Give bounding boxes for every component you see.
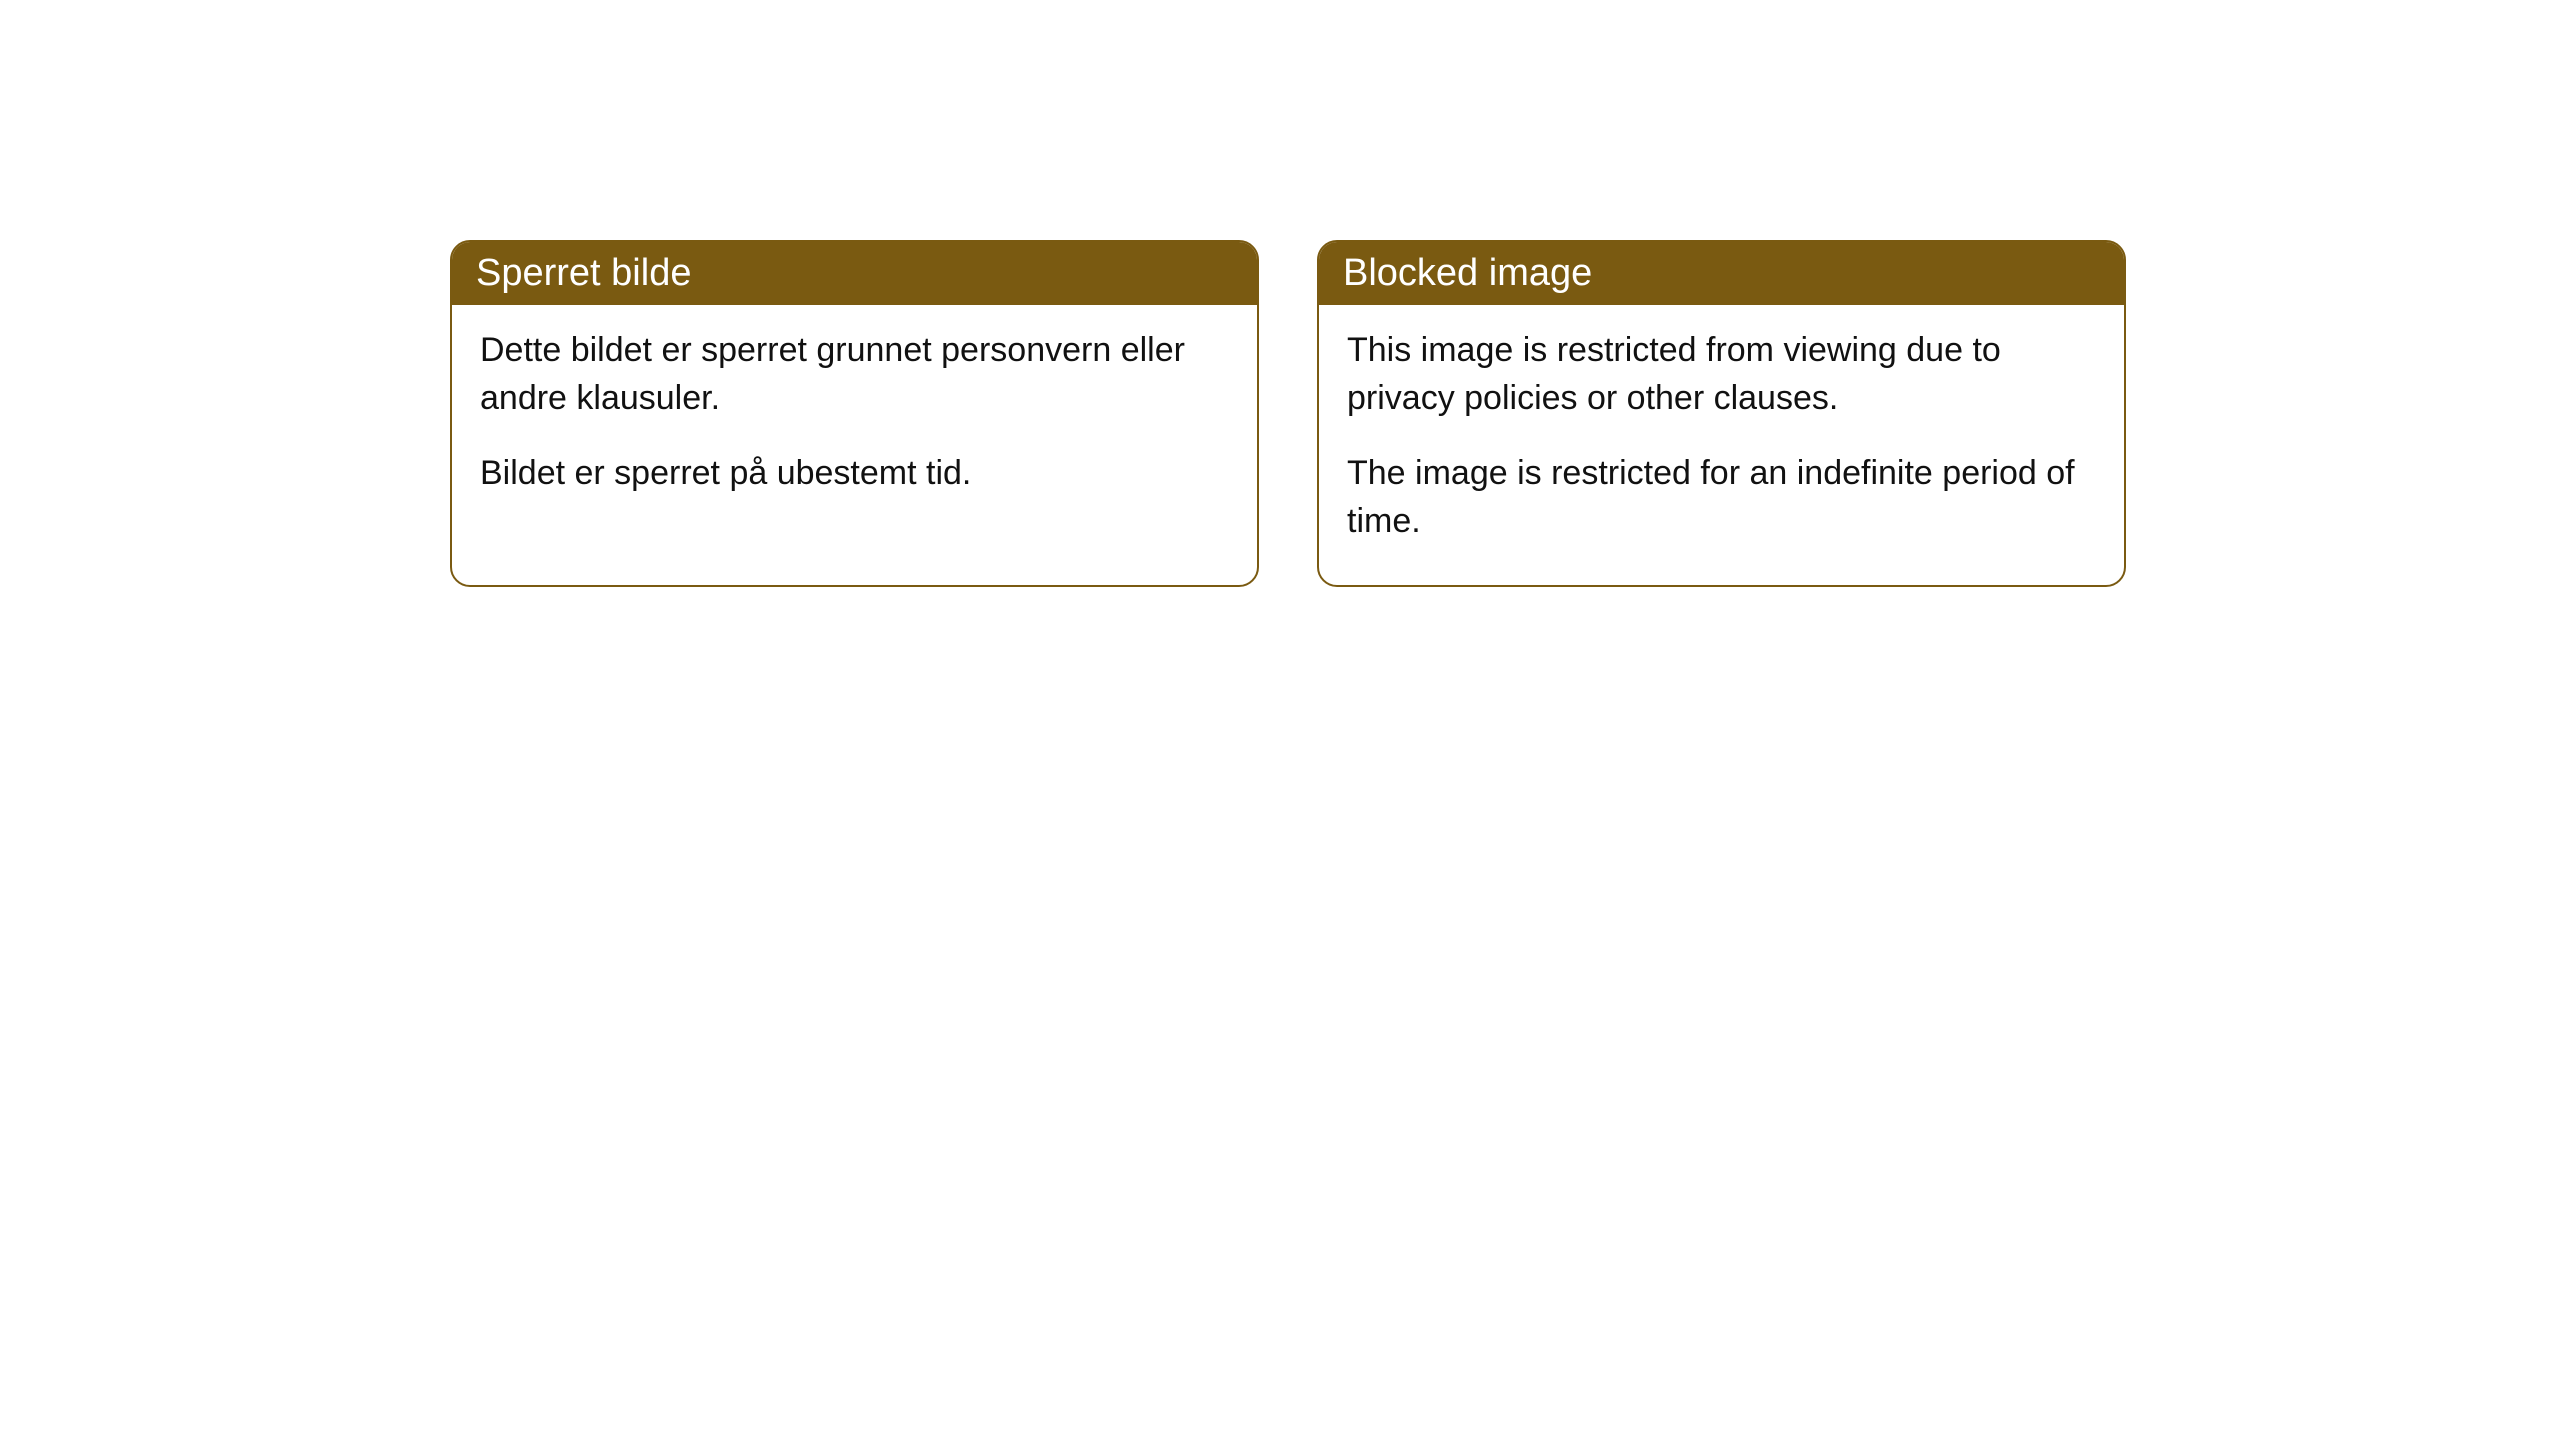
card-paragraph: The image is restricted for an indefinit… [1347,450,2096,545]
card-body: This image is restricted from viewing du… [1319,305,2124,585]
card-title: Blocked image [1343,252,1592,294]
notice-cards-container: Sperret bilde Dette bildet er sperret gr… [450,240,2560,587]
notice-card-english: Blocked image This image is restricted f… [1317,240,2126,587]
card-paragraph: Bildet er sperret på ubestemt tid. [480,450,1229,498]
card-title: Sperret bilde [476,252,691,294]
card-body: Dette bildet er sperret grunnet personve… [452,305,1257,538]
card-header: Sperret bilde [452,242,1257,305]
card-paragraph: Dette bildet er sperret grunnet personve… [480,327,1229,422]
notice-card-norwegian: Sperret bilde Dette bildet er sperret gr… [450,240,1259,587]
card-paragraph: This image is restricted from viewing du… [1347,327,2096,422]
card-header: Blocked image [1319,242,2124,305]
